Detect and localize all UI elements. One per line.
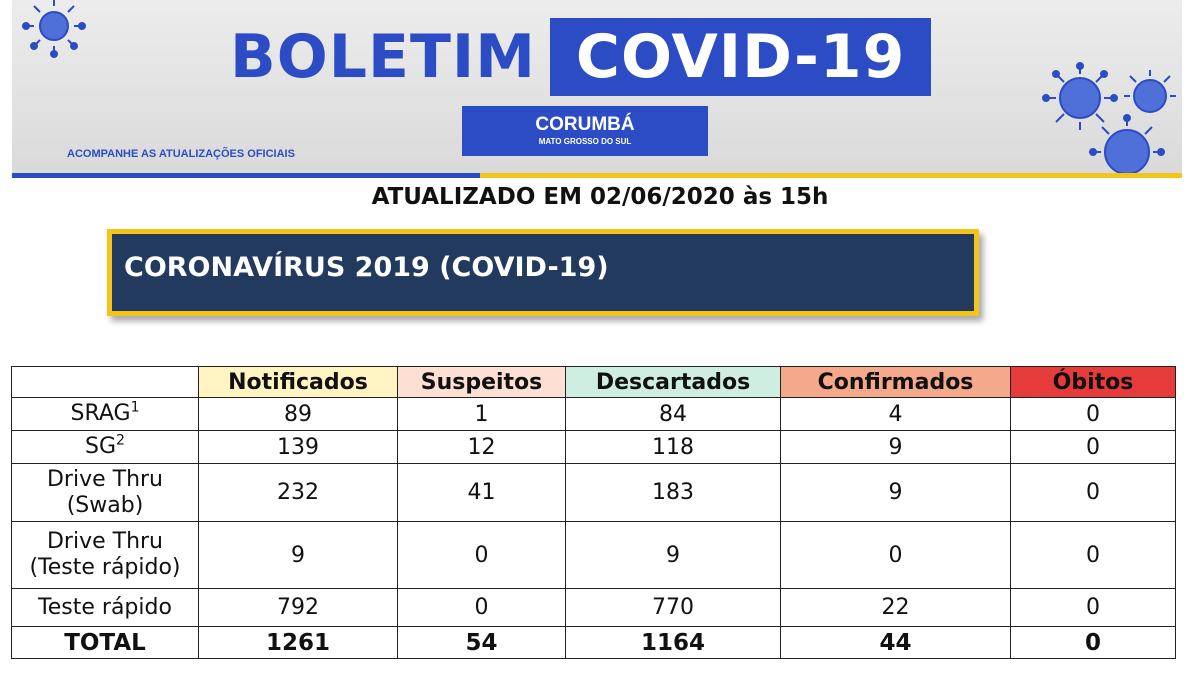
- cell-descartados: 84: [565, 397, 781, 431]
- row-label: SRAG1: [11, 397, 199, 431]
- section-header: CORONAVÍRUS 2019 (COVID-19): [107, 229, 979, 316]
- table-row: SRAG1 89 1 84 4 0: [11, 397, 1176, 431]
- total-notificados: 1261: [198, 626, 398, 659]
- cell-confirmados: 0: [780, 521, 1011, 589]
- city-badge: CORUMBÁ MATO GROSSO DO SUL: [462, 106, 708, 156]
- table-row: SG2 139 12 118 9 0: [11, 430, 1176, 464]
- cell-confirmados: 9: [780, 463, 1011, 522]
- cell-notificados: 89: [198, 397, 398, 431]
- bulletin-title: BOLETIM COVID-19: [230, 18, 932, 96]
- total-descartados: 1164: [565, 626, 781, 659]
- header-blank: [11, 366, 199, 398]
- cell-descartados: 770: [565, 588, 781, 627]
- cell-notificados: 232: [198, 463, 398, 522]
- city-name: CORUMBÁ: [535, 114, 635, 135]
- cell-confirmados: 4: [780, 397, 1011, 431]
- bulletin-banner: BOLETIM COVID-19 CORUMBÁ MATO GROSSO DO …: [12, 0, 1182, 178]
- cell-obitos: 0: [1010, 588, 1176, 627]
- row-label: Drive Thru (Swab): [11, 463, 199, 522]
- header-obitos: Óbitos: [1010, 366, 1176, 398]
- cell-descartados: 183: [565, 463, 781, 522]
- header-confirmados: Confirmados: [780, 366, 1011, 398]
- row-label: Teste rápido: [11, 588, 199, 627]
- total-suspeitos: 54: [397, 626, 566, 659]
- title-boletim: BOLETIM: [230, 22, 536, 92]
- cell-suspeitos: 41: [397, 463, 566, 522]
- title-covid: COVID-19: [575, 22, 906, 92]
- title-covid-box: COVID-19: [549, 18, 932, 96]
- total-obitos: 0: [1010, 626, 1176, 659]
- header-notificados: Notificados: [198, 366, 398, 398]
- cell-confirmados: 22: [780, 588, 1011, 627]
- table-row: Drive Thru (Teste rápido) 9 0 9 0 0: [11, 521, 1176, 589]
- total-label: TOTAL: [11, 626, 199, 659]
- cell-confirmados: 9: [780, 430, 1011, 464]
- banner-tagline: ACOMPANHE AS ATUALIZAÇÕES OFICIAIS: [67, 148, 295, 160]
- row-label: Drive Thru (Teste rápido): [11, 521, 199, 589]
- cell-suspeitos: 1: [397, 397, 566, 431]
- table-row: Teste rápido 792 0 770 22 0: [11, 588, 1176, 627]
- header-descartados: Descartados: [565, 366, 781, 398]
- cell-notificados: 792: [198, 588, 398, 627]
- table-row: Drive Thru (Swab) 232 41 183 9 0: [11, 463, 1176, 522]
- cell-obitos: 0: [1010, 397, 1176, 431]
- header-suspeitos: Suspeitos: [397, 366, 566, 398]
- cell-notificados: 9: [198, 521, 398, 589]
- cell-descartados: 9: [565, 521, 781, 589]
- cell-suspeitos: 0: [397, 521, 566, 589]
- cell-descartados: 118: [565, 430, 781, 464]
- table-total-row: TOTAL 1261 54 1164 44 0: [11, 626, 1176, 659]
- cell-notificados: 139: [198, 430, 398, 464]
- cell-obitos: 0: [1010, 521, 1176, 589]
- updated-timestamp: ATUALIZADO EM 02/06/2020 às 15h: [371, 184, 829, 210]
- section-title: CORONAVÍRUS 2019 (COVID-19): [124, 252, 609, 283]
- cell-suspeitos: 0: [397, 588, 566, 627]
- row-label: SG2: [11, 430, 199, 464]
- virus-icon: [1042, 62, 1176, 175]
- banner-stripe: [12, 173, 1182, 178]
- cell-obitos: 0: [1010, 430, 1176, 464]
- virus-icon: [22, 0, 86, 58]
- covid-stats-table: Notificados Suspeitos Descartados Confir…: [11, 366, 1176, 659]
- cell-obitos: 0: [1010, 463, 1176, 522]
- table-header-row: Notificados Suspeitos Descartados Confir…: [11, 366, 1176, 398]
- cell-suspeitos: 12: [397, 430, 566, 464]
- city-state: MATO GROSSO DO SUL: [538, 137, 632, 146]
- total-confirmados: 44: [780, 626, 1011, 659]
